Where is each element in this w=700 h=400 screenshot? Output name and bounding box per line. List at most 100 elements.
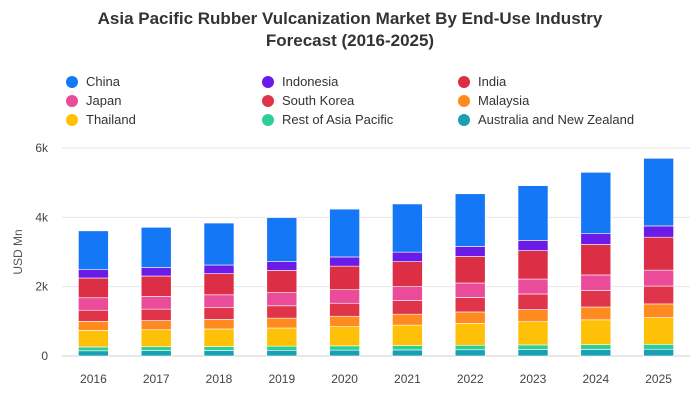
- bar-segment-malaysia-2025[interactable]: [643, 303, 674, 318]
- bar-segment-japan-2024[interactable]: [580, 274, 612, 291]
- bar-segment-indonesia-2025[interactable]: [643, 225, 674, 238]
- bar-segment-indonesia-2021[interactable]: [392, 251, 423, 262]
- bar-segment-malaysia-2021[interactable]: [392, 313, 423, 326]
- bar-segment-rest-of-asia-pacific-2025[interactable]: [643, 344, 674, 350]
- bar-segment-rest-of-asia-pacific-2022[interactable]: [454, 344, 486, 351]
- legend-item-japan[interactable]: Japan: [66, 93, 121, 108]
- bar-segment-south-korea-2020[interactable]: [329, 302, 360, 317]
- bar-segment-japan-2023[interactable]: [517, 278, 549, 295]
- bar-segment-south-korea-2024[interactable]: [580, 290, 612, 308]
- bar-segment-south-korea-2018[interactable]: [203, 307, 235, 320]
- bar-segment-japan-2025[interactable]: [643, 269, 674, 287]
- bar-segment-india-2018[interactable]: [203, 273, 235, 296]
- bar-segment-china-2021[interactable]: [392, 203, 423, 253]
- bar-segment-australia-and-new-zealand-2020[interactable]: [329, 349, 360, 357]
- bar-segment-south-korea-2021[interactable]: [392, 300, 423, 315]
- bar-segment-india-2024[interactable]: [580, 244, 612, 276]
- bar-segment-indonesia-2019[interactable]: [266, 261, 298, 271]
- bar-segment-malaysia-2018[interactable]: [203, 319, 235, 330]
- legend-item-australia-and-new-zealand[interactable]: Australia and New Zealand: [458, 112, 634, 127]
- bar-segment-thailand-2021[interactable]: [392, 324, 423, 346]
- bar-segment-india-2016[interactable]: [78, 277, 109, 299]
- bar-segment-japan-2018[interactable]: [203, 294, 235, 308]
- bar-segment-india-2019[interactable]: [266, 270, 298, 293]
- bar-segment-japan-2017[interactable]: [140, 296, 172, 310]
- bar-segment-china-2016[interactable]: [78, 230, 109, 270]
- bar-segment-australia-and-new-zealand-2017[interactable]: [140, 350, 172, 357]
- bar-segment-thailand-2022[interactable]: [454, 323, 486, 346]
- bar-segment-japan-2019[interactable]: [266, 292, 298, 307]
- bar-segment-rest-of-asia-pacific-2019[interactable]: [266, 345, 298, 351]
- legend-item-south-korea[interactable]: South Korea: [262, 93, 354, 108]
- bar-segment-thailand-2023[interactable]: [517, 321, 549, 346]
- x-tick-label: 2023: [520, 372, 547, 386]
- bar-segment-thailand-2025[interactable]: [643, 317, 674, 345]
- bar-segment-japan-2022[interactable]: [454, 282, 486, 298]
- bar-segment-indonesia-2024[interactable]: [580, 233, 612, 245]
- bar-segment-india-2020[interactable]: [329, 265, 360, 291]
- bar-segment-china-2023[interactable]: [517, 185, 549, 241]
- bar-segment-india-2025[interactable]: [643, 236, 674, 271]
- bar-segment-indonesia-2017[interactable]: [140, 267, 172, 277]
- legend-item-thailand[interactable]: Thailand: [66, 112, 136, 127]
- bar-segment-rest-of-asia-pacific-2020[interactable]: [329, 345, 360, 351]
- bar-segment-australia-and-new-zealand-2024[interactable]: [580, 349, 612, 357]
- bar-segment-south-korea-2023[interactable]: [517, 293, 549, 310]
- bar-segment-china-2024[interactable]: [580, 172, 612, 234]
- bar-segment-australia-and-new-zealand-2025[interactable]: [643, 348, 674, 357]
- bar-segment-south-korea-2016[interactable]: [78, 309, 109, 322]
- bar-segment-india-2017[interactable]: [140, 275, 172, 297]
- bar-segment-india-2023[interactable]: [517, 250, 549, 280]
- bar-segment-thailand-2024[interactable]: [580, 319, 612, 345]
- bar-segment-australia-and-new-zealand-2021[interactable]: [392, 349, 423, 357]
- bar-segment-indonesia-2022[interactable]: [454, 246, 486, 257]
- bar-segment-malaysia-2022[interactable]: [454, 311, 486, 324]
- bar-segment-rest-of-asia-pacific-2016[interactable]: [78, 346, 109, 352]
- bar-segment-india-2022[interactable]: [454, 256, 486, 284]
- legend-item-indonesia[interactable]: Indonesia: [262, 74, 338, 89]
- legend-item-india[interactable]: India: [458, 74, 506, 89]
- bar-segment-japan-2021[interactable]: [392, 286, 423, 301]
- bar-segment-australia-and-new-zealand-2023[interactable]: [517, 349, 549, 357]
- bar-segment-australia-and-new-zealand-2018[interactable]: [203, 350, 235, 357]
- bar-segment-indonesia-2020[interactable]: [329, 256, 360, 267]
- bar-segment-thailand-2017[interactable]: [140, 329, 172, 348]
- bar-segment-malaysia-2017[interactable]: [140, 320, 172, 331]
- bar-segment-south-korea-2025[interactable]: [643, 285, 674, 305]
- bar-segment-china-2020[interactable]: [329, 208, 360, 258]
- bar-segment-thailand-2019[interactable]: [266, 327, 298, 347]
- bar-segment-india-2021[interactable]: [392, 261, 423, 287]
- bar-segment-australia-and-new-zealand-2016[interactable]: [78, 350, 109, 357]
- bar-segment-china-2018[interactable]: [203, 222, 235, 266]
- bar-segment-china-2019[interactable]: [266, 217, 298, 262]
- bar-segment-rest-of-asia-pacific-2018[interactable]: [203, 346, 235, 351]
- bar-segment-rest-of-asia-pacific-2023[interactable]: [517, 344, 549, 350]
- bar-segment-japan-2016[interactable]: [78, 297, 109, 311]
- bar-segment-south-korea-2017[interactable]: [140, 308, 172, 321]
- bar-segment-thailand-2016[interactable]: [78, 330, 109, 348]
- bar-segment-australia-and-new-zealand-2019[interactable]: [266, 349, 298, 357]
- bar-segment-malaysia-2023[interactable]: [517, 309, 549, 323]
- bar-segment-malaysia-2024[interactable]: [580, 306, 612, 321]
- bar-segment-china-2025[interactable]: [643, 158, 674, 227]
- bar-segment-south-korea-2019[interactable]: [266, 305, 298, 319]
- bar-segment-rest-of-asia-pacific-2021[interactable]: [392, 345, 423, 351]
- bar-segment-indonesia-2018[interactable]: [203, 264, 235, 274]
- bar-segment-japan-2020[interactable]: [329, 289, 360, 304]
- bar-segment-malaysia-2016[interactable]: [78, 321, 109, 331]
- bar-segment-australia-and-new-zealand-2022[interactable]: [454, 349, 486, 357]
- bar-segment-china-2022[interactable]: [454, 193, 486, 247]
- legend-item-malaysia[interactable]: Malaysia: [458, 93, 529, 108]
- bar-segment-indonesia-2023[interactable]: [517, 240, 549, 251]
- bar-segment-indonesia-2016[interactable]: [78, 269, 109, 279]
- bar-segment-south-korea-2022[interactable]: [454, 297, 486, 313]
- bar-segment-thailand-2020[interactable]: [329, 326, 360, 347]
- legend-item-china[interactable]: China: [66, 74, 120, 89]
- bar-segment-malaysia-2019[interactable]: [266, 317, 298, 329]
- bar-segment-rest-of-asia-pacific-2017[interactable]: [140, 346, 172, 351]
- bar-segment-malaysia-2020[interactable]: [329, 315, 360, 327]
- legend-item-rest-of-asia-pacific[interactable]: Rest of Asia Pacific: [262, 112, 393, 127]
- bar-segment-thailand-2018[interactable]: [203, 328, 235, 347]
- bar-segment-rest-of-asia-pacific-2024[interactable]: [580, 344, 612, 350]
- bar-segment-china-2017[interactable]: [140, 227, 172, 268]
